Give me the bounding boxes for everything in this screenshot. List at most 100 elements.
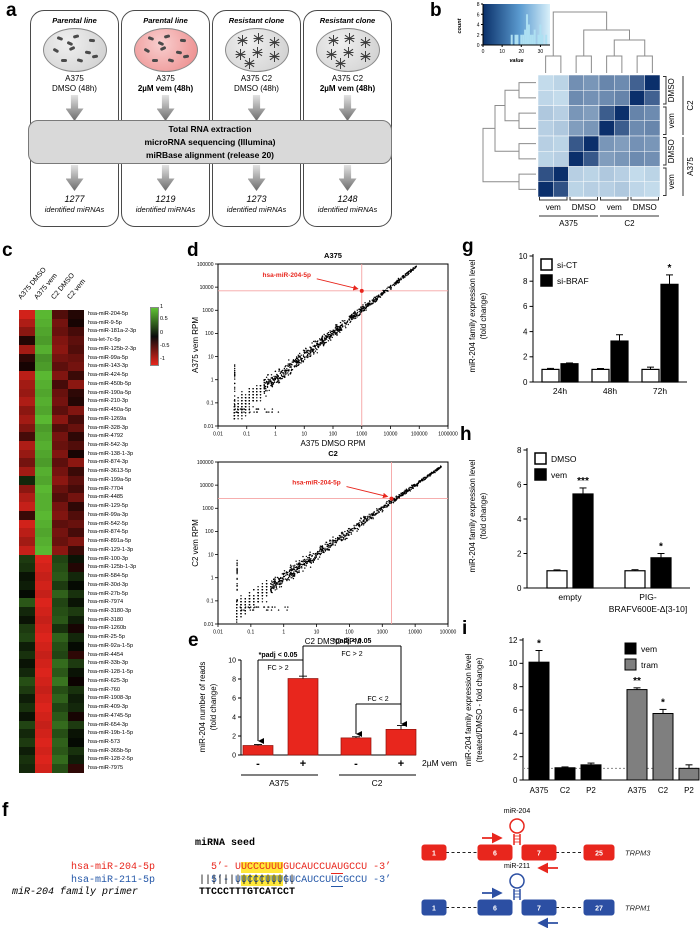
data-point	[357, 528, 359, 531]
mir211-label: hsa-miR-211-5p	[71, 875, 156, 886]
key-count-tick-label: 6	[477, 12, 480, 18]
data-point	[332, 536, 334, 538]
mir204-sequence: 5’- UUCCCUUUGUCAUCCUAUGCCU -3’	[211, 862, 392, 874]
heatmap-cell	[35, 362, 52, 372]
data-point	[248, 391, 250, 393]
data-point	[302, 354, 305, 356]
heatmap-cell	[583, 74, 600, 91]
data-point	[293, 567, 295, 569]
heatmap-cell	[537, 120, 554, 137]
data-point	[337, 538, 339, 541]
x-category-label: 24h	[553, 386, 567, 396]
data-point	[272, 583, 275, 585]
data-point	[309, 355, 312, 358]
data-point	[363, 308, 365, 310]
heatmap-cell	[67, 615, 84, 625]
data-point	[363, 518, 366, 520]
heatmap-cell	[19, 729, 36, 738]
data-point	[241, 391, 243, 393]
data-point	[401, 492, 404, 494]
column-title: Parental line	[52, 16, 97, 25]
column-pair-bracket	[569, 197, 598, 201]
data-point	[373, 298, 375, 300]
dendrogram-branch	[606, 55, 623, 73]
data-point	[412, 485, 414, 487]
data-point	[322, 551, 325, 553]
heatmap-cell	[35, 737, 52, 747]
heatmap-cell	[51, 537, 68, 546]
annotation-text: *padj < 0.05	[333, 638, 372, 645]
heatmap-cell	[35, 554, 52, 564]
data-point	[358, 522, 360, 524]
data-point	[301, 357, 303, 360]
data-point	[233, 412, 236, 414]
mirna-name: hsa-miR-3613-5p	[88, 468, 132, 475]
highlight-point	[359, 288, 364, 293]
y-tick-label: 0.01	[204, 424, 214, 430]
mirna-name: hsa-miR-199a-5p	[88, 476, 132, 483]
data-point	[367, 516, 369, 518]
data-point	[291, 364, 293, 366]
data-point	[271, 606, 273, 608]
data-point	[309, 347, 312, 349]
mirna-name: hsa-miR-542-5p	[88, 520, 129, 527]
data-point	[296, 356, 298, 358]
data-point	[286, 368, 288, 370]
data-point	[236, 562, 238, 564]
mirna-name: hsa-miR-181a-2-3p	[88, 328, 137, 335]
data-point	[439, 467, 441, 469]
y-tick-label: 8	[523, 277, 528, 286]
data-point	[290, 368, 293, 370]
data-point	[352, 530, 354, 532]
heatmap-cell	[35, 676, 52, 686]
data-point	[302, 563, 305, 565]
data-point	[301, 567, 303, 569]
histogram-bar	[537, 34, 540, 45]
data-point	[265, 411, 267, 413]
panel-b-label: b	[430, 0, 442, 21]
data-point	[301, 563, 303, 566]
data-point	[240, 598, 242, 600]
data-point	[257, 586, 259, 588]
heatmap-row	[19, 668, 84, 677]
heatmap-cell	[19, 388, 36, 398]
data-point	[265, 388, 267, 390]
data-point	[279, 581, 281, 583]
mirna-name: hsa-miR-874-3p	[88, 459, 129, 466]
star-center	[363, 41, 367, 44]
data-point	[309, 551, 311, 553]
data-point	[421, 479, 423, 481]
heatmap-cell	[19, 467, 36, 476]
data-point	[320, 550, 322, 553]
mirna-name: hsa-miR-424-5p	[88, 372, 129, 379]
data-point	[274, 580, 276, 582]
heatmap-cell	[67, 554, 84, 564]
heatmap-row	[19, 371, 84, 380]
heatmap-cell	[67, 449, 84, 459]
data-point	[317, 345, 319, 348]
data-point	[248, 607, 251, 609]
data-point	[259, 400, 262, 402]
data-point	[297, 566, 299, 568]
heatmap-cell	[67, 703, 84, 712]
data-point	[234, 399, 236, 401]
y-tick-label: 6	[232, 696, 236, 703]
data-point	[377, 296, 379, 299]
data-point	[347, 531, 349, 533]
data-point	[369, 516, 371, 519]
data-point	[312, 561, 314, 564]
heatmap-cell	[614, 74, 630, 91]
heatmap-cell	[35, 659, 52, 669]
y-tick-label: 0	[517, 584, 522, 593]
data-point	[313, 344, 316, 347]
data-point	[319, 344, 321, 346]
data-point	[427, 475, 429, 478]
data-point	[298, 356, 301, 358]
mirna-name: hsa-miR-409-3p	[88, 704, 129, 711]
colony-star-icon	[244, 58, 254, 69]
heatmap-cell	[19, 633, 36, 642]
data-point	[294, 570, 297, 572]
data-point	[346, 320, 349, 322]
heatmap-cell	[629, 181, 645, 198]
